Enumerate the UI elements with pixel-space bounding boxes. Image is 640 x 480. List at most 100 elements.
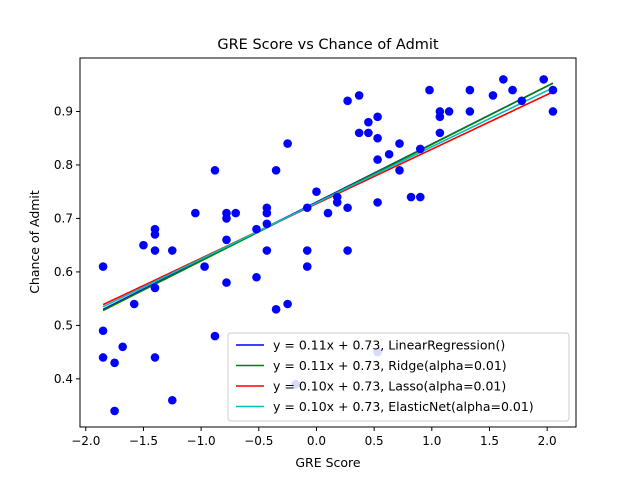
data-point-13: [167, 246, 177, 255]
data-point-55: [395, 139, 404, 148]
data-point-63: [435, 128, 445, 138]
data-point-45: [354, 91, 364, 100]
data-point-0: [98, 262, 108, 271]
x-tick-label-7: 1.5: [480, 434, 499, 448]
data-point-37: [302, 262, 312, 271]
data-point-38: [312, 187, 321, 196]
data-point-18: [210, 331, 220, 341]
x-tick-label-1: −1.5: [129, 434, 158, 448]
y-axis-ticks: 0.4 0.5 0.6 0.7 0.8 0.9: [54, 104, 80, 386]
data-point-14: [167, 395, 177, 405]
data-point-66: [465, 107, 475, 116]
data-point-60: [425, 85, 434, 95]
data-point-29: [262, 246, 272, 255]
data-point-73: [548, 107, 558, 116]
data-point-24: [252, 224, 261, 234]
y-tick-label-5: 0.9: [54, 104, 73, 118]
data-point-1: [98, 326, 108, 336]
x-tick-label-2: −1.0: [187, 434, 216, 448]
data-point-44: [343, 246, 352, 255]
data-point-22: [222, 278, 231, 287]
data-point-9: [150, 230, 160, 239]
data-point-42: [343, 96, 352, 106]
data-point-6: [129, 299, 139, 309]
data-point-28: [262, 219, 272, 229]
data-point-47: [364, 117, 373, 127]
data-point-49: [373, 112, 382, 122]
data-point-15: [191, 208, 200, 218]
data-point-70: [517, 96, 527, 106]
legend: y = 0.11x + 0.73, LinearRegression() y = …: [227, 332, 570, 422]
data-point-3: [110, 358, 119, 368]
data-point-4: [110, 406, 119, 416]
data-point-39: [323, 208, 333, 218]
data-point-59: [415, 192, 425, 202]
data-point-16: [200, 262, 209, 271]
y-axis-label: Chance of Admit: [27, 190, 42, 294]
data-point-62: [435, 112, 445, 122]
chart-title: GRE Score vs Chance of Admit: [217, 37, 439, 53]
x-axis-ticks: −2.0 −1.5 −1.0 −0.5 0.0 0.5 1.0 1.5 2.0: [71, 427, 557, 448]
y-tick-label-2: 0.6: [54, 265, 73, 279]
data-point-27: [262, 208, 272, 218]
regression-line-3: [102, 87, 554, 308]
data-point-33: [283, 299, 292, 309]
data-point-46: [354, 128, 364, 138]
data-point-58: [415, 144, 425, 154]
data-point-57: [406, 192, 416, 202]
data-point-71: [539, 75, 549, 84]
x-tick-label-4: 0.0: [307, 434, 326, 448]
x-axis-label: GRE Score: [295, 455, 361, 470]
legend-box: [227, 332, 570, 422]
legend-label-2: y = 0.10x + 0.73, Lasso(alpha=0.01): [273, 379, 506, 394]
data-point-2: [98, 353, 108, 362]
data-point-51: [373, 155, 382, 164]
data-point-48: [364, 128, 373, 138]
data-point-21: [222, 235, 231, 245]
legend-label-1: y = 0.11x + 0.73, Ridge(alpha=0.01): [273, 358, 507, 373]
data-point-72: [548, 85, 558, 95]
data-point-5: [118, 342, 127, 352]
data-point-43: [343, 203, 352, 213]
data-point-7: [139, 240, 148, 250]
data-point-25: [252, 272, 261, 282]
regression-lines: [102, 82, 554, 312]
data-point-17: [210, 166, 220, 175]
data-point-30: [271, 166, 281, 175]
data-point-68: [499, 75, 508, 84]
data-point-12: [150, 353, 160, 362]
y-tick-label-0: 0.4: [54, 372, 73, 386]
data-point-31: [271, 305, 281, 314]
data-point-54: [384, 149, 394, 159]
data-point-69: [508, 85, 517, 95]
data-point-56: [395, 166, 404, 175]
data-point-20: [222, 214, 231, 223]
data-point-52: [373, 198, 382, 207]
data-point-23: [231, 208, 241, 218]
legend-label-0: y = 0.11x + 0.73, LinearRegression(): [273, 338, 505, 353]
data-point-36: [302, 246, 312, 255]
data-point-35: [302, 203, 312, 213]
regression-line-2: [102, 91, 554, 306]
legend-label-3: y = 0.10x + 0.73, ElasticNet(alpha=0.01): [273, 399, 534, 414]
data-point-11: [150, 283, 160, 293]
x-tick-label-3: −0.5: [244, 434, 273, 448]
data-point-64: [444, 107, 454, 116]
x-tick-label-0: −2.0: [71, 434, 100, 448]
x-tick-label-6: 1.0: [422, 434, 441, 448]
data-point-50: [373, 133, 382, 143]
y-tick-label-4: 0.8: [54, 158, 73, 172]
data-point-67: [488, 91, 498, 100]
data-point-10: [150, 246, 160, 255]
plot-frame: [79, 57, 577, 428]
x-tick-label-8: 2.0: [538, 434, 557, 448]
data-point-65: [465, 85, 475, 95]
data-point-32: [283, 139, 292, 148]
data-points: [98, 75, 558, 416]
x-tick-label-5: 0.5: [365, 434, 384, 448]
y-tick-label-3: 0.7: [54, 211, 73, 225]
y-tick-label-1: 0.5: [54, 318, 73, 332]
data-point-41: [332, 198, 342, 207]
